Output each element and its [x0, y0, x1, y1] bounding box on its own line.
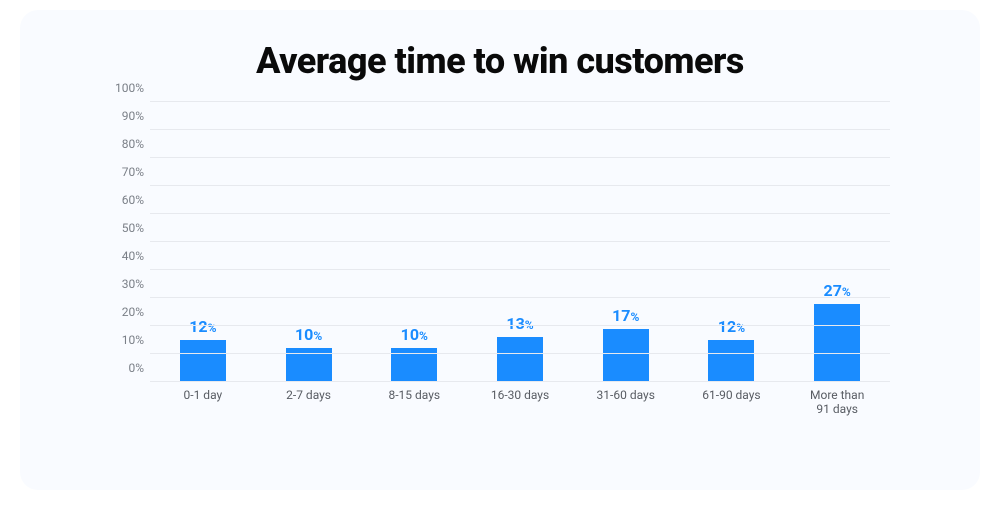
bar-value-suffix: % — [736, 321, 745, 335]
bar-slot: 13% — [467, 102, 573, 382]
bar-value-label: 10% — [295, 325, 322, 344]
bar-slot: 10% — [256, 102, 362, 382]
bar-value-label: 13% — [506, 314, 533, 333]
bar-value-number: 12 — [718, 317, 736, 336]
y-tick-label: 10% — [122, 333, 150, 347]
bar-value-number: 13 — [506, 314, 524, 333]
bar-value-suffix: % — [208, 321, 217, 335]
y-tick-label: 20% — [122, 305, 150, 319]
gridline — [150, 241, 890, 242]
bar-slot: 12% — [150, 102, 256, 382]
y-tick-label: 90% — [122, 109, 150, 123]
gridline — [150, 325, 890, 326]
bar-slot: 12% — [679, 102, 785, 382]
bar-value-number: 10 — [401, 325, 419, 344]
y-tick-label: 70% — [122, 165, 150, 179]
x-axis-label: 61-90 days — [679, 382, 785, 422]
bar: 13% — [497, 337, 543, 382]
x-axis-labels: 0-1 day2-7 days8-15 days16-30 days31-60 … — [150, 382, 890, 422]
y-tick-label: 100% — [115, 81, 150, 95]
bar-value-label: 17% — [612, 306, 639, 325]
y-tick-label: 0% — [128, 361, 150, 375]
chart-area: 12%10%10%13%17%12%27% 0%10%20%30%40%50%6… — [100, 102, 900, 422]
y-tick-label: 40% — [122, 249, 150, 263]
bar: 12% — [708, 340, 754, 382]
bar-value-label: 12% — [189, 317, 216, 336]
y-tick-label: 30% — [122, 277, 150, 291]
gridline — [150, 353, 890, 354]
chart-title: Average time to win customers — [20, 40, 980, 82]
bar: 12% — [180, 340, 226, 382]
gridline — [150, 157, 890, 158]
bar-value-label: 12% — [718, 317, 745, 336]
gridline — [150, 297, 890, 298]
gridline — [150, 129, 890, 130]
chart-card: Average time to win customers 12%10%10%1… — [20, 10, 980, 490]
bar-slot: 27% — [784, 102, 890, 382]
plot-area: 12%10%10%13%17%12%27% 0%10%20%30%40%50%6… — [150, 102, 890, 382]
bar-value-number: 12 — [189, 317, 207, 336]
bar-value-suffix: % — [630, 310, 639, 324]
y-tick-label: 50% — [122, 221, 150, 235]
bars-container: 12%10%10%13%17%12%27% — [150, 102, 890, 382]
bar: 27% — [814, 304, 860, 382]
bar-value-suffix: % — [313, 329, 322, 343]
y-tick-label: 80% — [122, 137, 150, 151]
bar: 17% — [603, 329, 649, 382]
x-axis-label: 0-1 day — [150, 382, 256, 422]
bar-slot: 10% — [361, 102, 467, 382]
x-axis-label: 2-7 days — [256, 382, 362, 422]
bar-slot: 17% — [573, 102, 679, 382]
bar-value-label: 10% — [401, 325, 428, 344]
gridline — [150, 185, 890, 186]
bar-value-number: 10 — [295, 325, 313, 344]
x-axis-label: 8-15 days — [361, 382, 467, 422]
x-axis-label: 16-30 days — [467, 382, 573, 422]
bar-value-number: 17 — [612, 306, 630, 325]
gridline — [150, 269, 890, 270]
y-tick-label: 60% — [122, 193, 150, 207]
x-axis-label: More than91 days — [784, 382, 890, 422]
bar-value-suffix: % — [419, 329, 428, 343]
gridline — [150, 101, 890, 102]
x-axis-label: 31-60 days — [573, 382, 679, 422]
gridline — [150, 213, 890, 214]
